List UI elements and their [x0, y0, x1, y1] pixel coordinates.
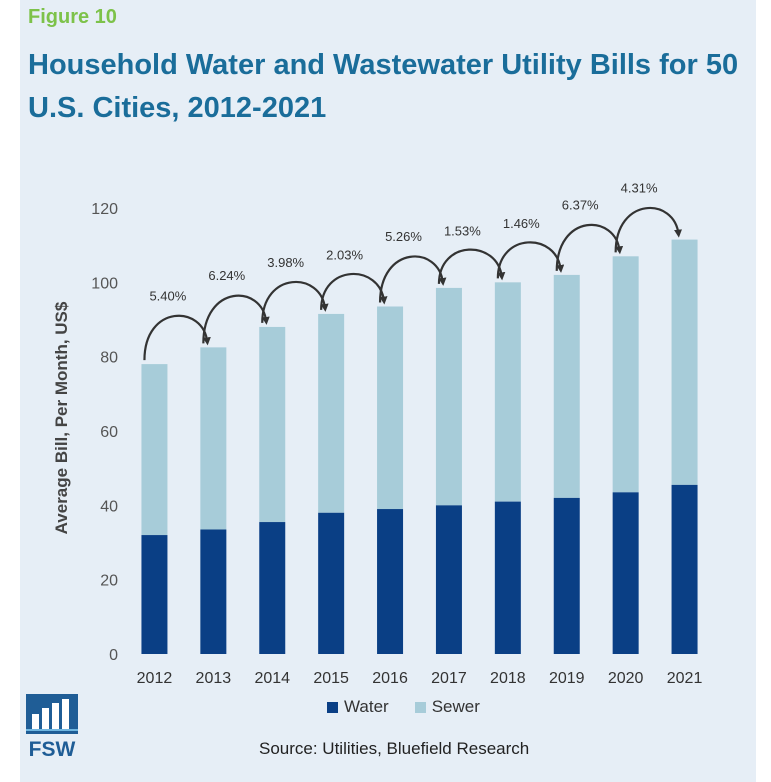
- growth-arrow: [555, 223, 624, 271]
- y-tick-label: 40: [100, 498, 118, 515]
- growth-label: 4.31%: [621, 181, 658, 196]
- source-note: Source: Utilities, Bluefield Research: [259, 739, 530, 758]
- logo-text: FSW: [29, 738, 76, 761]
- bar-sewer: [259, 326, 286, 523]
- growth-arrow: [261, 280, 329, 323]
- x-tick-label: 2016: [372, 670, 408, 687]
- y-axis-label: Average Bill, Per Month, US$: [52, 301, 71, 534]
- growth-label: 5.26%: [385, 229, 422, 244]
- bar-sewer: [671, 239, 698, 485]
- growth-label: 2.03%: [326, 247, 363, 262]
- y-tick-label: 100: [91, 275, 118, 292]
- bar-water: [318, 512, 345, 654]
- growth-arrow: [378, 255, 447, 303]
- x-tick-label: 2013: [196, 670, 232, 687]
- x-tick-label: 2017: [431, 670, 467, 687]
- bar-water: [259, 522, 286, 654]
- bar-water: [671, 484, 698, 654]
- bar-sewer: [318, 313, 345, 513]
- chart-title: Household Water and Wastewater Utility B…: [28, 49, 739, 124]
- growth-label: 6.37%: [562, 197, 599, 212]
- bar-sewer: [141, 364, 168, 536]
- legend: Water Sewer: [327, 696, 506, 718]
- bar-water: [435, 505, 462, 654]
- y-tick-label: 0: [109, 647, 118, 664]
- legend-label-sewer: Sewer: [431, 697, 480, 716]
- fsw-logo: FSW: [26, 694, 78, 761]
- legend-item-sewer: Sewer: [414, 697, 480, 717]
- growth-label: 6.24%: [208, 268, 245, 283]
- bar-sewer: [200, 347, 227, 530]
- growth-label: 1.46%: [503, 216, 540, 231]
- growth-arrow: [320, 272, 388, 310]
- bar-water: [377, 509, 404, 654]
- legend-item-water: Water: [327, 697, 389, 717]
- y-tick-label: 120: [91, 201, 118, 218]
- growth-arrow: [202, 294, 270, 344]
- bar-water: [200, 529, 227, 654]
- bar-sewer: [612, 256, 639, 493]
- x-tick-label: 2015: [313, 670, 349, 687]
- bar-sewer: [494, 282, 521, 502]
- bar-sewer: [377, 306, 404, 510]
- y-tick-label: 80: [100, 350, 118, 367]
- legend-swatch-sewer: [414, 701, 426, 713]
- x-tick-label: 2018: [490, 670, 526, 687]
- bar-sewer: [553, 274, 580, 498]
- growth-label: 5.40%: [149, 288, 186, 303]
- y-tick-label: 20: [100, 573, 118, 590]
- bar-water: [612, 492, 639, 654]
- growth-arrow: [614, 206, 682, 253]
- growth-arrow: [496, 241, 565, 279]
- growth-label: 1.53%: [444, 223, 481, 238]
- x-tick-label: 2020: [608, 670, 644, 687]
- figure-label: Figure 10: [28, 6, 117, 28]
- bar-water: [553, 497, 580, 654]
- chart-area: 0 20 40 60 80 100 120 2012 2013 2014 2015 2016 2017 2…: [52, 181, 703, 687]
- y-tick-label: 60: [100, 424, 118, 441]
- x-tick-label: 2019: [549, 670, 585, 687]
- growth-arrow: [437, 248, 506, 284]
- legend-label-water: Water: [344, 697, 389, 716]
- legend-swatch-water: [327, 701, 338, 713]
- growth-label: 3.98%: [267, 255, 304, 270]
- bar-water: [141, 535, 168, 654]
- x-tick-label: 2012: [137, 670, 173, 687]
- bar-water: [494, 501, 521, 654]
- bar-sewer: [435, 287, 462, 506]
- growth-arrow: [143, 314, 211, 361]
- x-tick-label: 2014: [254, 670, 290, 687]
- x-tick-label: 2021: [667, 670, 703, 687]
